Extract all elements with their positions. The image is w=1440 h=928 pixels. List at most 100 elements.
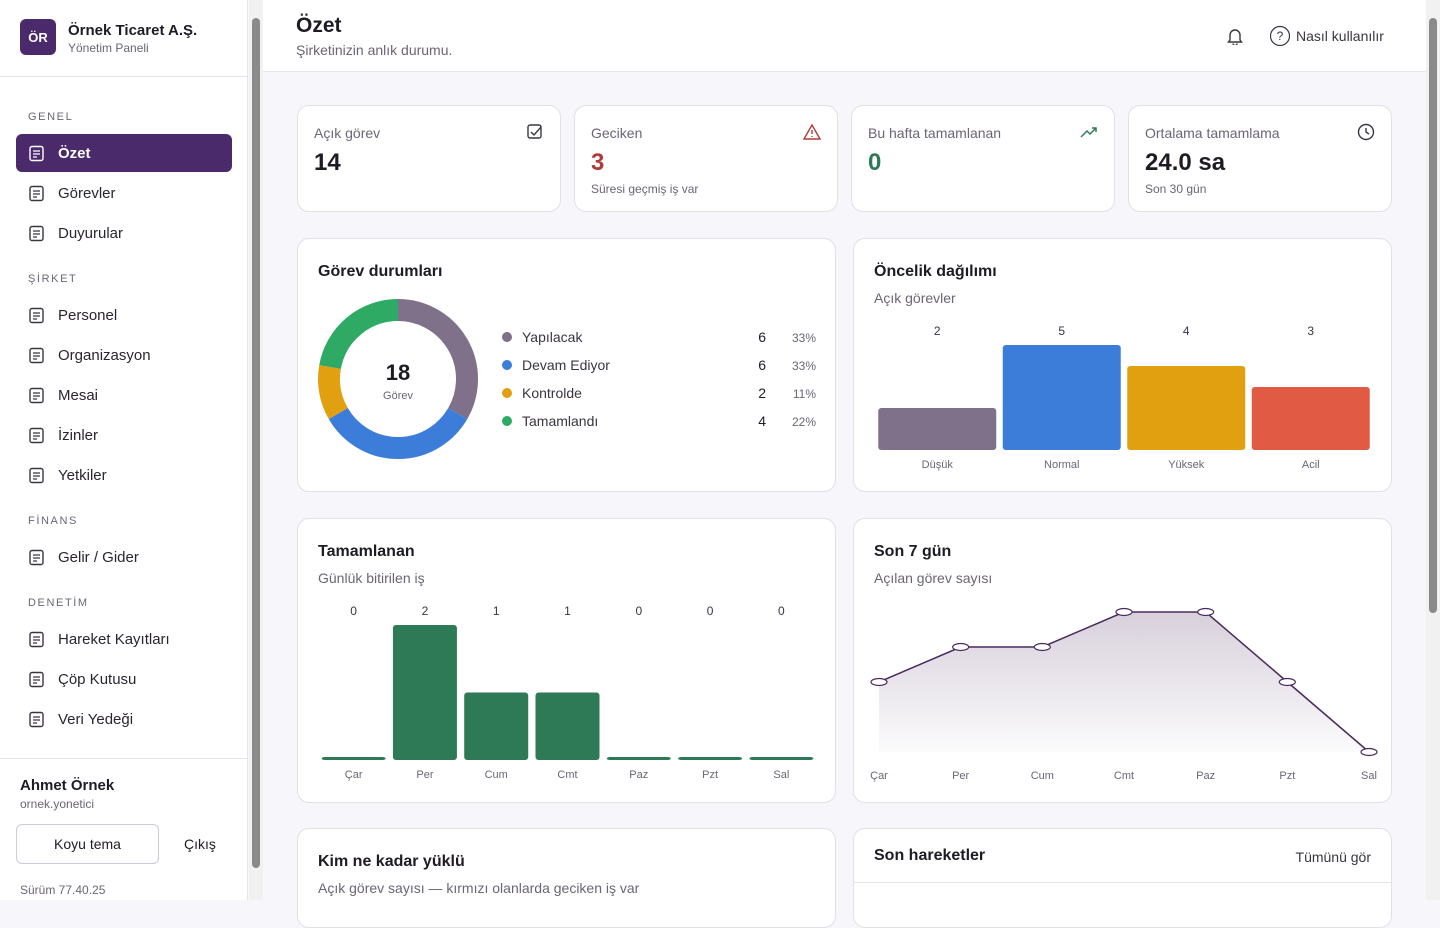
x-tick-label: Paz xyxy=(629,769,648,781)
kpi-card: Açık görev 14 xyxy=(297,105,561,212)
company-subtitle: Yönetim Paneli xyxy=(68,41,149,55)
legend-percent: 33% xyxy=(792,331,816,345)
nav-item[interactable]: Gelir / Gider xyxy=(16,538,232,576)
bell-icon[interactable] xyxy=(1226,27,1244,45)
bar-value-label: 1 xyxy=(564,604,571,618)
card-title: Görev durumları xyxy=(318,263,443,280)
donut-segment xyxy=(319,299,399,370)
see-all-link[interactable]: Tümünü gör xyxy=(1295,849,1371,865)
kpi-note: Süresi geçmiş iş var xyxy=(591,182,699,196)
bar xyxy=(392,625,457,760)
nav-icon xyxy=(29,225,44,242)
nav-item[interactable]: Yetkiler xyxy=(16,456,232,494)
bar-chart: 0 Çar 2 Per 1 Cum 1 Cmt 0 Paz 0 Pzt 0 Sal xyxy=(321,604,814,781)
nav-section-title: ŞİRKET xyxy=(28,273,78,285)
legend-percent: 22% xyxy=(792,415,816,429)
nav-icon xyxy=(29,711,44,728)
bar xyxy=(878,408,997,450)
nav-item[interactable]: Organizasyon xyxy=(16,336,232,374)
sidebar: ÖR Örnek Ticaret A.Ş. Yönetim Paneli Ahm… xyxy=(0,0,248,900)
bar-value-label: 3 xyxy=(1307,324,1314,338)
legend-label: Tamamlandı xyxy=(522,413,598,429)
user-name: Ahmet Örnek xyxy=(20,777,115,794)
divider xyxy=(0,76,248,77)
x-tick-label: Per xyxy=(416,769,433,781)
card-subtitle: Açılan görev sayısı xyxy=(874,570,993,586)
kpi-value: 14 xyxy=(314,149,341,176)
kpi-label: Bu hafta tamamlanan xyxy=(868,125,1002,141)
kpi-icon xyxy=(1357,123,1375,141)
legend-percent: 33% xyxy=(792,359,816,373)
x-tick-label: Per xyxy=(952,770,969,782)
donut-center-label: Görev xyxy=(383,390,413,402)
nav-item[interactable]: Duyurular xyxy=(16,214,232,252)
company-name: Örnek Ticaret A.Ş. xyxy=(68,22,198,39)
x-tick-label: Paz xyxy=(1196,770,1215,782)
x-tick-label: Pzt xyxy=(702,769,718,781)
donut-chart: Yapılacak 6 33% Devam Ediyor 6 33% Kontrolde 2 1… xyxy=(318,299,816,459)
scroll-thumb[interactable] xyxy=(1429,18,1437,613)
bar xyxy=(1127,366,1246,450)
nav-icon xyxy=(29,145,44,162)
version: Sürüm 77.40.25 xyxy=(20,883,106,897)
bar xyxy=(1251,387,1370,450)
bar-value-label: 0 xyxy=(778,604,785,618)
bar xyxy=(749,757,814,760)
line-point xyxy=(1278,677,1296,687)
donut-segment xyxy=(318,365,349,419)
scroll-thumb[interactable] xyxy=(252,18,260,868)
x-tick-label: Cum xyxy=(1031,770,1054,782)
kpi-label: Açık görev xyxy=(314,125,381,141)
kpi-icon xyxy=(803,123,821,140)
bar-value-label: 1 xyxy=(493,604,500,618)
nav-icon xyxy=(29,307,44,324)
nav-icon xyxy=(29,387,44,404)
help-icon[interactable]: ? xyxy=(1269,25,1291,47)
nav-label: Hareket Kayıtları xyxy=(58,630,170,648)
bar xyxy=(321,757,386,760)
help-link[interactable]: Nasıl kullanılır xyxy=(1296,28,1384,44)
x-tick-label: Cmt xyxy=(1114,770,1134,782)
x-tick-label: Sal xyxy=(1361,770,1377,782)
line-point xyxy=(1115,607,1133,617)
logo: ÖR xyxy=(20,19,56,55)
nav-label: Görevler xyxy=(58,184,116,202)
nav-label: Mesai xyxy=(58,386,99,404)
nav-item[interactable]: Personel xyxy=(16,296,232,334)
divider xyxy=(0,758,248,759)
legend-count: 4 xyxy=(758,413,766,429)
sidebar-scrollbar[interactable] xyxy=(249,0,263,900)
nav-item[interactable]: Veri Yedeği xyxy=(16,700,232,738)
nav-item[interactable]: Hareket Kayıtları xyxy=(16,620,232,658)
bar-value-label: 0 xyxy=(350,604,357,618)
x-tick-label: Pzt xyxy=(1279,770,1295,782)
legend-count: 6 xyxy=(758,329,766,345)
nav-icon xyxy=(29,185,44,202)
nav-label: Özet xyxy=(58,144,91,162)
card-subtitle: Günlük bitirilen iş xyxy=(318,570,425,586)
main-scrollbar[interactable] xyxy=(1426,0,1440,900)
nav-icon xyxy=(29,427,44,444)
nav-item[interactable]: Çöp Kutusu xyxy=(16,660,232,698)
nav-label: Veri Yedeği xyxy=(58,710,134,728)
nav-item[interactable]: Özet xyxy=(16,134,232,172)
line-point xyxy=(1033,642,1051,652)
completed-card: Tamamlanan Günlük bitirilen iş 0 Çar 2 Per 1… xyxy=(297,518,836,803)
legend-label: Yapılacak xyxy=(522,329,583,345)
nav-icon xyxy=(29,347,44,364)
kpi-card: Ortalama tamamlama 24.0 sa Son 30 gün xyxy=(1128,105,1392,212)
logout-button[interactable]: Çıkış xyxy=(184,836,216,852)
bar-value-label: 2 xyxy=(934,324,941,338)
nav-label: Organizasyon xyxy=(58,346,151,364)
page-title: Özet xyxy=(296,14,342,37)
x-tick-label: Acil xyxy=(1302,459,1320,471)
legend-label: Kontrolde xyxy=(522,385,582,401)
nav-item[interactable]: Mesai xyxy=(16,376,232,414)
x-tick-label: Normal xyxy=(1044,459,1079,471)
nav-item[interactable]: İzinler xyxy=(16,416,232,454)
bar-value-label: 0 xyxy=(707,604,714,618)
theme-button[interactable]: Koyu tema xyxy=(16,824,159,864)
nav-item[interactable]: Görevler xyxy=(16,174,232,212)
svg-text:?: ? xyxy=(1277,29,1284,43)
nav-icon xyxy=(29,631,44,648)
